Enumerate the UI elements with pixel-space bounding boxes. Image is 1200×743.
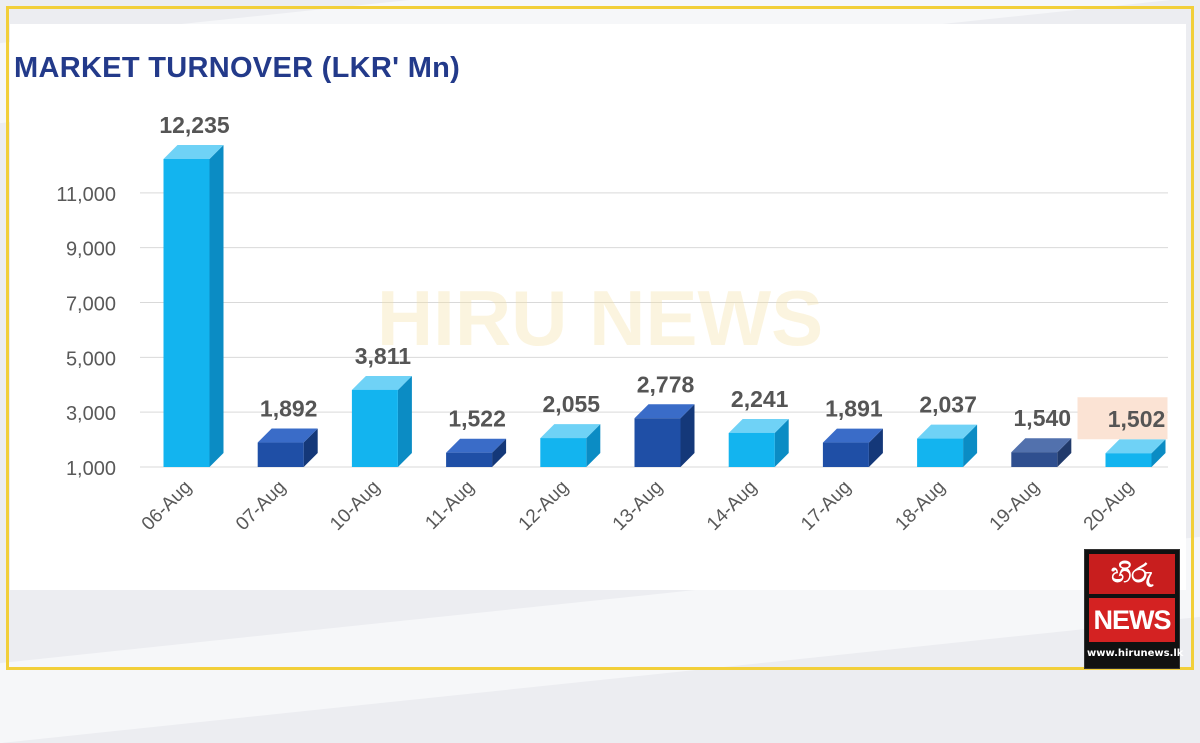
- data-label: 12,235: [159, 112, 230, 138]
- x-tick-label: 10-Aug: [326, 477, 384, 535]
- bar: [351, 389, 398, 467]
- bars: [163, 145, 1166, 467]
- bar-side: [680, 404, 695, 467]
- bar-top: [634, 404, 695, 419]
- x-tick-label: 11-Aug: [421, 477, 478, 534]
- logo-sinhala-text: හිරු: [1089, 554, 1175, 594]
- bar: [257, 442, 304, 467]
- x-tick-label: 07-Aug: [232, 477, 290, 535]
- x-tick-label: 12-Aug: [515, 477, 573, 535]
- data-label: 1,892: [260, 396, 318, 422]
- data-label: 3,811: [355, 343, 411, 369]
- logo-url-text: www.hirunews.lk: [1087, 648, 1184, 659]
- y-tick-label: 9,000: [66, 239, 116, 261]
- bar: [163, 159, 210, 467]
- bar-side: [868, 428, 883, 467]
- x-tick-label: 06-Aug: [138, 477, 196, 535]
- bar: [1105, 453, 1152, 467]
- data-label-highlight: [1077, 397, 1168, 440]
- x-axis-ticks: 06-Aug 07-Aug 10-Aug 11-Aug 12-Aug 13-Aug 14-A…: [138, 477, 1138, 535]
- data-label: 2,241: [731, 386, 789, 412]
- bar-top: [728, 418, 789, 433]
- data-label: 1,891: [825, 396, 883, 422]
- bar: [728, 432, 775, 467]
- data-label: 2,055: [543, 391, 601, 417]
- bar-top: [257, 428, 318, 443]
- bar-top: [351, 375, 412, 390]
- bar-chart: HIRU NEWS 1,000 3,000 5,000 7,000 9,000 11,00…: [56, 112, 1168, 535]
- data-label: 1,502: [1108, 406, 1166, 432]
- x-tick-label: 13-Aug: [609, 477, 667, 535]
- bar: [540, 438, 587, 467]
- y-axis-ticks: 1,000 3,000 5,000 7,000 9,000 11,000: [56, 184, 116, 480]
- data-labels: 12,235 1,892 3,811 1,522 2,055 2,778 2,241 1,89…: [159, 112, 1168, 440]
- data-label: 2,778: [637, 371, 695, 397]
- bar-top: [1011, 438, 1072, 453]
- bar: [917, 438, 964, 467]
- bar-side: [586, 424, 601, 467]
- x-tick-label: 14-Aug: [703, 477, 761, 535]
- bar-side: [1151, 439, 1166, 467]
- watermark-text: HIRU NEWS: [377, 274, 823, 362]
- bar: [1011, 452, 1058, 467]
- bar-side: [1057, 438, 1072, 467]
- x-tick-label: 20-Aug: [1080, 477, 1138, 535]
- data-label: 1,522: [448, 406, 506, 432]
- data-label: 1,540: [1014, 405, 1072, 431]
- bar: [446, 452, 493, 467]
- logo-news-text: NEWS: [1089, 598, 1175, 642]
- y-tick-label: 3,000: [66, 403, 116, 425]
- x-tick-label: 18-Aug: [891, 477, 949, 535]
- bar-top: [446, 438, 507, 453]
- bar-top: [1105, 439, 1166, 454]
- bar-top: [163, 145, 224, 159]
- bar-side: [209, 145, 224, 467]
- chart-title: MARKET TURNOVER (LKR' Mn): [14, 52, 461, 84]
- y-tick-label: 5,000: [66, 348, 116, 370]
- bar-top: [540, 424, 601, 439]
- y-tick-label: 7,000: [66, 294, 116, 316]
- bar: [634, 418, 681, 467]
- bar: [822, 442, 869, 467]
- y-tick-label: 1,000: [66, 458, 116, 480]
- yellow-frame: [6, 6, 1194, 670]
- x-tick-label: 17-Aug: [797, 477, 855, 535]
- bar-side: [397, 375, 412, 467]
- data-label: 2,037: [919, 392, 977, 418]
- bar-side: [963, 424, 978, 467]
- y-tick-label: 11,000: [56, 184, 116, 206]
- x-tick-label: 19-Aug: [986, 477, 1044, 535]
- hiru-news-logo: හිරු NEWS www.hirunews.lk: [1084, 549, 1184, 669]
- bar-side: [303, 428, 318, 467]
- bar-top: [822, 428, 883, 443]
- bar-side: [774, 418, 789, 467]
- bar-side: [492, 438, 507, 467]
- bar-top: [917, 424, 978, 439]
